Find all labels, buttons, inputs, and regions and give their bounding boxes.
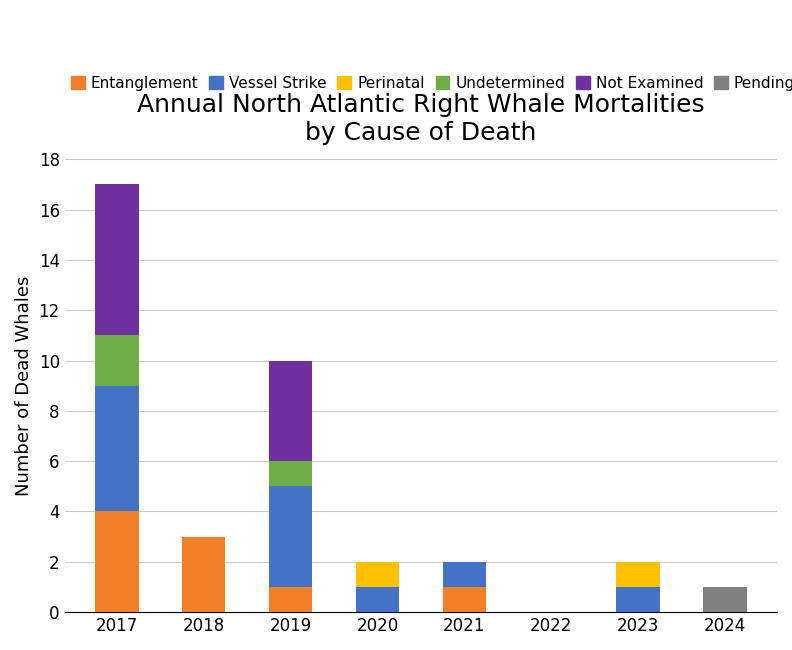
Bar — [95, 185, 139, 335]
Bar — [616, 562, 660, 587]
Bar — [268, 461, 312, 486]
Bar — [616, 587, 660, 612]
Bar — [95, 335, 139, 385]
Bar — [95, 512, 139, 612]
Bar — [443, 562, 486, 587]
Bar — [703, 587, 747, 612]
Legend: Entanglement, Vessel Strike, Perinatal, Undetermined, Not Examined, Pending: Entanglement, Vessel Strike, Perinatal, … — [71, 76, 792, 91]
Bar — [356, 562, 399, 587]
Bar — [356, 587, 399, 612]
Bar — [182, 537, 226, 612]
Bar — [268, 486, 312, 587]
Bar — [95, 385, 139, 512]
Bar — [443, 587, 486, 612]
Title: Annual North Atlantic Right Whale Mortalities
by Cause of Death: Annual North Atlantic Right Whale Mortal… — [137, 93, 705, 145]
Bar — [268, 587, 312, 612]
Bar — [268, 361, 312, 461]
Y-axis label: Number of Dead Whales: Number of Dead Whales — [15, 276, 33, 496]
